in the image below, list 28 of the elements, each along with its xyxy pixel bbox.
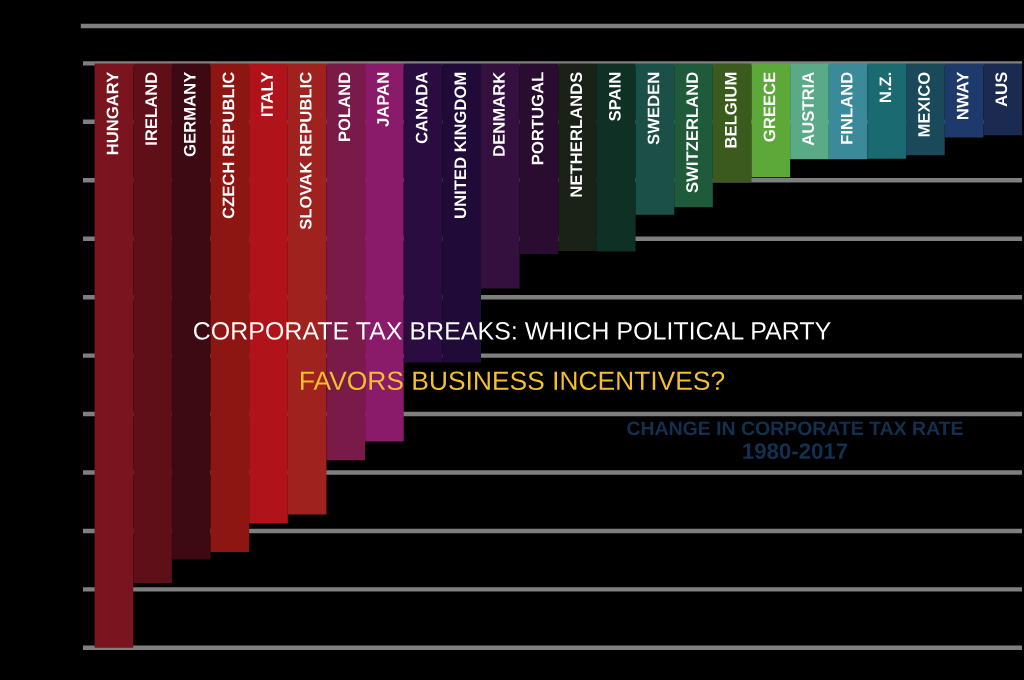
x-tick-label: SWITZERLAND: [686, 72, 699, 193]
x-tick-label: IRELAND: [145, 72, 157, 145]
x-tick-label: HUNGARY: [106, 72, 119, 155]
x-tick-label: SPAIN: [608, 72, 621, 121]
annotation: CHANGE IN CORPORATE TAX RATE: [627, 421, 963, 436]
text: FAVORS BUSINESS INCENTIVES?: [301, 371, 725, 391]
x-tick-label: NWAY: [956, 72, 969, 120]
x-tick-label: CANADA: [415, 72, 428, 144]
x-tick-label: ITALY: [261, 72, 273, 117]
x-tick-label: GERMANY: [183, 72, 196, 157]
x-tick-label: GREECE: [763, 72, 776, 142]
x-tick-label: SLOVAK REPUBLIC: [299, 72, 312, 230]
x-tick-label: CZECH REPUBLIC: [222, 72, 235, 219]
x-tick-label: MEXICO: [918, 72, 930, 137]
x-tick-label: NETHERLANDS: [570, 72, 583, 197]
x-tick-label: AUSTRIA: [802, 72, 814, 146]
x-tick-label: POLAND: [338, 72, 351, 141]
text: CORPORATE TAX BREAKS: WHICH POLITICAL PARTY: [193, 322, 831, 340]
x-tick-label: PORTUGAL: [531, 72, 544, 165]
x-tick-label: FINLAND: [840, 72, 853, 144]
x-tick-label: JAPAN: [377, 72, 389, 127]
x-tick-label: AUS: [995, 72, 1008, 107]
x-tick-label: DENMARK: [493, 71, 505, 156]
x-tick-label: SWEDEN: [647, 72, 660, 145]
x-tick-label: BELGIUM: [724, 72, 737, 148]
x-tick-label: UNITED KINGDOM: [454, 72, 467, 218]
annotation: 1980-2017: [743, 443, 848, 459]
x-tick-label: N.Z.: [879, 72, 892, 103]
